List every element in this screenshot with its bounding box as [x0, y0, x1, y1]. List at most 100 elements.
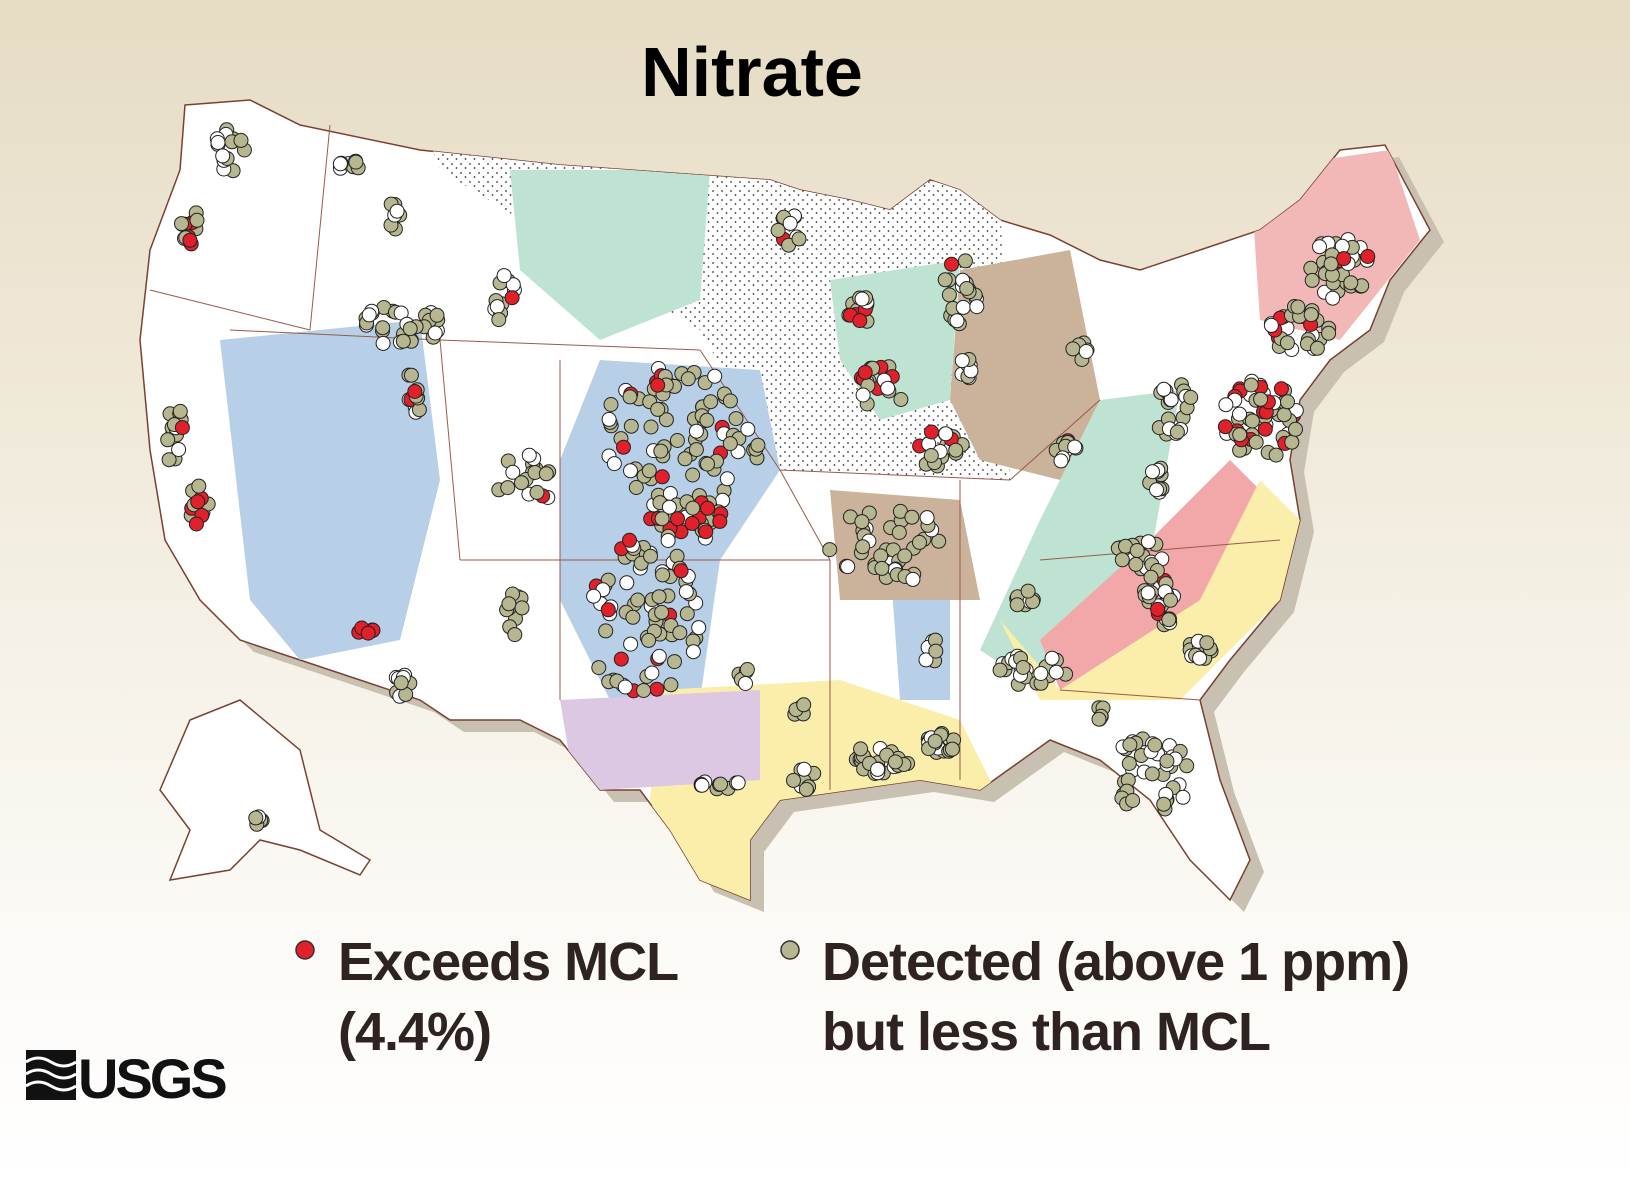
sample-site	[927, 733, 943, 749]
sample-site	[957, 253, 973, 269]
sample-site	[722, 436, 738, 452]
sample-site	[855, 387, 871, 403]
sample-site	[707, 368, 723, 384]
sample-site	[796, 761, 812, 777]
aquifer-purple	[560, 690, 760, 790]
sample-site	[650, 401, 666, 417]
sample-site	[654, 511, 670, 527]
sample-site	[617, 679, 633, 695]
sample-site	[663, 677, 679, 693]
sample-site	[740, 421, 756, 437]
sample-site	[332, 156, 348, 172]
sample-site	[874, 560, 890, 576]
sample-site	[189, 212, 205, 228]
sample-site	[728, 411, 744, 427]
sample-site	[1015, 660, 1031, 675]
sample-site	[1279, 335, 1295, 351]
sample-site	[1053, 453, 1069, 469]
sample-site	[855, 539, 871, 555]
sample-site	[918, 652, 934, 668]
sample-site	[941, 287, 957, 303]
sample-site	[1343, 275, 1359, 291]
sample-site	[678, 584, 694, 600]
sample-site	[699, 412, 715, 428]
sample-site	[684, 515, 700, 531]
sample-site	[1309, 340, 1325, 356]
sample-site	[598, 623, 614, 639]
sample-site	[954, 353, 970, 369]
sample-site	[1048, 664, 1064, 680]
sample-site	[622, 532, 637, 548]
sample-site	[948, 442, 964, 458]
sample-site	[685, 467, 701, 483]
legend-label: (4.4%)	[338, 1002, 491, 1062]
aquifer-green	[980, 390, 1180, 690]
sample-site	[700, 456, 715, 472]
sample-site	[654, 469, 670, 485]
sample-site	[688, 442, 704, 458]
sample-site	[1323, 256, 1339, 272]
sample-site	[1248, 434, 1264, 450]
sample-site	[1144, 766, 1160, 782]
sample-site	[514, 600, 530, 616]
sample-site	[174, 216, 189, 232]
sample-site	[395, 333, 411, 349]
sample-site	[891, 525, 907, 540]
aquifer-blue	[220, 320, 440, 660]
sample-site	[880, 380, 896, 396]
sample-site	[613, 651, 629, 667]
sample-site	[622, 389, 638, 405]
sample-site	[649, 681, 665, 697]
sample-site	[233, 132, 249, 148]
sample-site	[931, 533, 947, 549]
sample-site	[529, 484, 545, 500]
sample-site	[172, 403, 188, 419]
sample-site	[672, 625, 688, 641]
sample-site	[643, 419, 659, 435]
sample-site	[501, 596, 517, 612]
sample-site	[1288, 421, 1303, 437]
sample-site	[171, 442, 187, 457]
sample-site	[1140, 585, 1156, 601]
sample-site	[606, 456, 622, 472]
sample-site	[191, 478, 207, 494]
sample-site	[1143, 569, 1159, 585]
sample-site	[348, 154, 364, 170]
sample-site	[791, 231, 807, 247]
aquifer-yellow	[1000, 480, 1300, 700]
sample-site	[644, 665, 660, 681]
sample-site	[1321, 325, 1337, 341]
logo-text: USGS	[78, 1047, 226, 1110]
sample-site	[591, 660, 607, 676]
alaska-outline	[159, 699, 372, 881]
sample-site	[1125, 793, 1141, 808]
sample-site	[636, 683, 652, 698]
sample-site	[1263, 317, 1279, 333]
sample-site	[210, 135, 226, 150]
sample-site	[1009, 597, 1025, 613]
sample-site	[1091, 711, 1107, 727]
sample-site	[489, 299, 505, 315]
sample-site	[739, 662, 755, 677]
sample-site	[1218, 397, 1234, 413]
sample-site	[1280, 394, 1295, 410]
sample-site	[215, 148, 231, 164]
aquifer-brown	[950, 250, 1100, 480]
sample-site	[691, 620, 707, 636]
sample-site	[643, 548, 658, 564]
legend-marker	[780, 940, 800, 960]
sample-site	[924, 424, 939, 440]
sample-site	[658, 412, 674, 428]
sample-site	[679, 606, 695, 622]
sample-site	[1243, 377, 1259, 393]
sample-site	[1290, 299, 1306, 315]
sample-site	[919, 510, 935, 526]
sample-site	[504, 290, 520, 306]
sample-site	[660, 533, 676, 548]
sample-site	[1268, 447, 1284, 463]
sample-site	[538, 466, 554, 482]
sample-site	[738, 676, 753, 691]
sample-site	[161, 452, 177, 468]
sample-site	[429, 307, 445, 323]
sample-site	[673, 563, 689, 579]
